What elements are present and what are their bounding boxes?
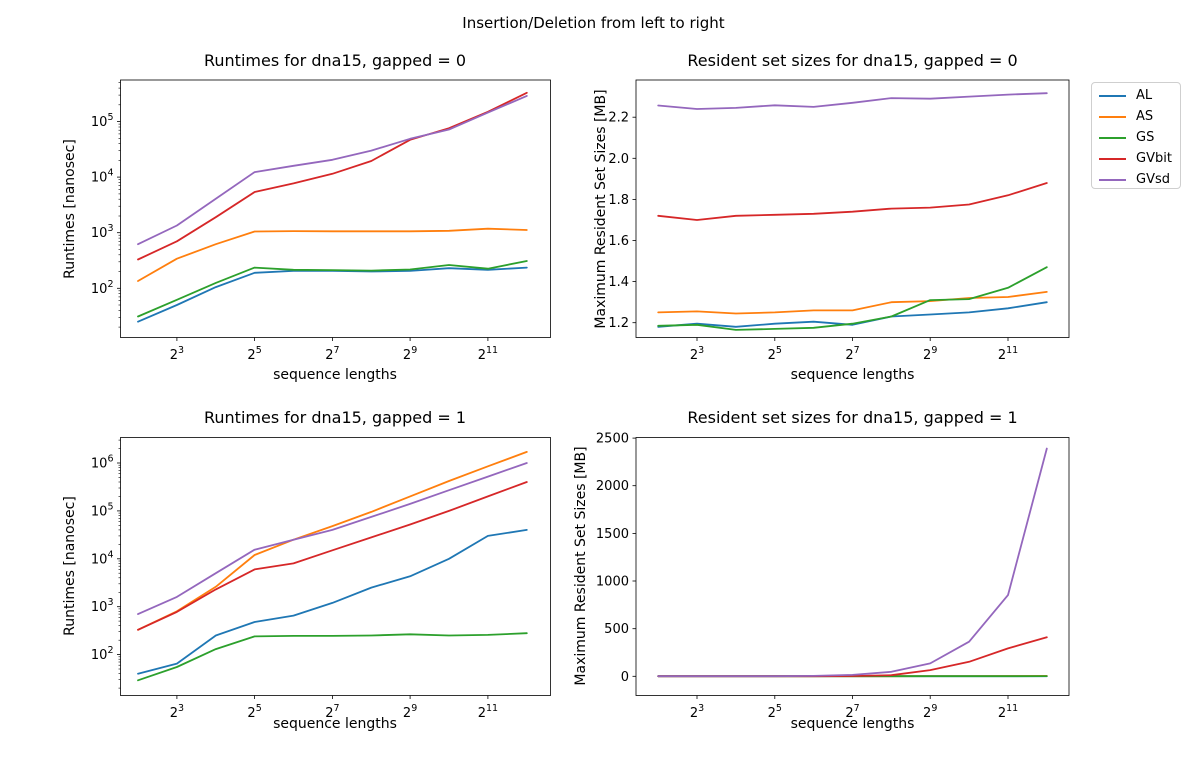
series-AS [137, 451, 528, 631]
y-tick-label: 2000 [596, 479, 629, 494]
subplot-title-rss-gapped0: Resident set sizes for dna15, gapped = 0 [687, 51, 1018, 70]
yaxis-label-0: Runtimes [nanosec] [62, 139, 78, 279]
legend-label: GVbit [1136, 151, 1172, 166]
legend-item-GVbit: GVbit [1092, 148, 1180, 169]
y-tick-label: 2500 [596, 432, 629, 447]
legend-item-AS: AS [1092, 106, 1180, 127]
x-tick-label: 211 [478, 345, 498, 363]
y-tick-label: 1.4 [608, 275, 629, 290]
subplot-title-rss-gapped1: Resident set sizes for dna15, gapped = 1 [687, 408, 1018, 427]
legend-item-AL: AL [1092, 85, 1180, 106]
y-tick-label: 1000 [596, 575, 629, 590]
series-GVbit [137, 91, 528, 261]
series-AL [137, 266, 528, 323]
x-tick-label: 29 [403, 345, 417, 363]
legend-item-GS: GS [1092, 127, 1180, 148]
series-GVbit [657, 636, 1048, 678]
y-tick-label: 0 [621, 670, 629, 685]
series-GVsd [657, 92, 1048, 110]
subplot-title-runtimes-gapped1: Runtimes for dna15, gapped = 1 [204, 408, 466, 427]
x-tick-label: 23 [690, 345, 704, 363]
axes-frame [635, 79, 1070, 338]
x-tick-label: 211 [998, 345, 1018, 363]
x-tick-label: 27 [845, 345, 859, 363]
y-tick-label: 104 [91, 549, 114, 567]
series-GVbit [657, 182, 1048, 221]
yaxis-label-3: Maximum Resident Set Sizes [MB] [573, 446, 589, 686]
xaxis-label-0: sequence lengths [273, 367, 397, 383]
axes-frame [120, 79, 551, 338]
legend-label: GVsd [1136, 172, 1170, 187]
series-GS [137, 260, 528, 318]
x-tick-label: 29 [923, 345, 937, 363]
y-tick-label: 103 [91, 223, 114, 241]
y-tick-label: 105 [91, 112, 114, 130]
subplot-0: 23 25 27 29 211 102 103 104 105 [91, 79, 551, 363]
y-tick-label: 106 [91, 454, 114, 472]
y-tick-label: 102 [91, 279, 114, 297]
x-tick-label: 23 [170, 345, 184, 363]
legend-label: AS [1136, 109, 1154, 124]
series-AL [657, 301, 1048, 328]
y-tick-label: 2.2 [608, 111, 629, 126]
xaxis-label-1: sequence lengths [790, 367, 915, 383]
xaxis-label-2: sequence lengths [273, 716, 397, 732]
legend-line-sample [1099, 178, 1126, 181]
figure-title: Insertion/Deletion from left to right [462, 14, 725, 32]
y-tick-label: 2.0 [608, 152, 629, 167]
series-GVsd [137, 462, 528, 615]
x-tick-label: 25 [768, 345, 782, 363]
y-tick-label: 105 [91, 501, 114, 519]
axes-frame [635, 437, 1070, 696]
legend-line-sample [1099, 136, 1126, 139]
series-GVsd [657, 447, 1048, 678]
series-GVsd [137, 95, 528, 246]
subplot-title-runtimes-gapped0: Runtimes for dna15, gapped = 0 [204, 51, 466, 70]
yaxis-label-2: Runtimes [nanosec] [62, 496, 78, 636]
series-AS [657, 291, 1048, 315]
series-GVbit [137, 481, 528, 631]
y-tick-label: 103 [91, 597, 114, 615]
legend: AL AS GS GVbit GVsd [1091, 82, 1181, 189]
series-AS [137, 227, 528, 282]
yaxis-label-1: Maximum Resident Set Sizes [MB] [593, 89, 609, 329]
x-tick-label: 25 [247, 345, 261, 363]
legend-label: GS [1136, 130, 1155, 145]
legend-line-sample [1099, 157, 1126, 160]
x-tick-label: 27 [325, 345, 339, 363]
y-tick-label: 1500 [596, 527, 629, 542]
series-GS [137, 632, 528, 682]
y-tick-label: 104 [91, 168, 114, 186]
subplot-1: 23 25 27 29 211 1.2 1.4 1.6 1.8 2.0 2.2 [608, 79, 1070, 363]
legend-line-sample [1099, 94, 1126, 97]
legend-item-GVsd: GVsd [1092, 169, 1180, 190]
legend-line-sample [1099, 115, 1126, 118]
xaxis-label-3: sequence lengths [790, 716, 915, 732]
y-tick-label: 102 [91, 645, 114, 663]
y-tick-label: 1.8 [608, 193, 629, 208]
y-tick-label: 500 [604, 622, 629, 637]
y-tick-label: 1.2 [608, 316, 629, 331]
series-GS [657, 266, 1048, 331]
legend-label: AL [1136, 88, 1153, 103]
series-AL [137, 529, 528, 675]
y-tick-label: 1.6 [608, 234, 629, 249]
